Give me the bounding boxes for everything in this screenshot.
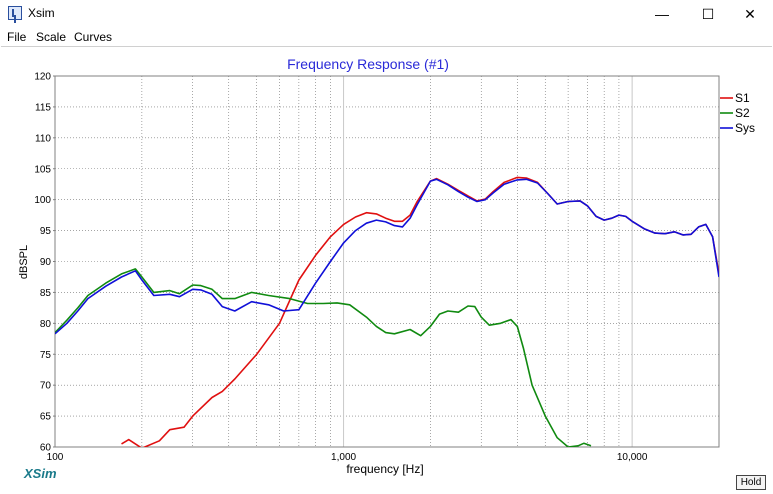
y-tick-label: 65 bbox=[40, 412, 52, 423]
x-tick-label: 1,000 bbox=[331, 452, 356, 463]
legend-label-s1: S1 bbox=[735, 91, 750, 105]
menu-curves[interactable]: Curves bbox=[74, 30, 113, 44]
window-title: Xsim bbox=[28, 6, 55, 20]
legend-label-s2: S2 bbox=[735, 106, 750, 120]
chart-title: Frequency Response (#1) bbox=[287, 56, 449, 72]
menu-scale[interactable]: Scale bbox=[36, 30, 67, 44]
maximize-button[interactable]: ☐ bbox=[701, 5, 715, 22]
y-tick-label: 70 bbox=[40, 381, 52, 392]
x-tick-label: 100 bbox=[47, 452, 64, 463]
x-tick-label: 10,000 bbox=[617, 452, 648, 463]
menu-file[interactable]: File bbox=[7, 30, 27, 44]
close-button[interactable]: ✕ bbox=[744, 5, 756, 22]
y-axis-label: dBSPL bbox=[18, 245, 30, 279]
x-axis-label: frequency [Hz] bbox=[346, 462, 423, 476]
y-tick-label: 105 bbox=[34, 164, 51, 175]
title-bar: Xsim — ☐ ✕ bbox=[0, 0, 773, 28]
y-tick-label: 85 bbox=[40, 288, 52, 299]
series-line-sys bbox=[55, 178, 719, 335]
series-lines bbox=[55, 176, 719, 447]
series-line-s2 bbox=[55, 268, 592, 447]
y-tick-label: 95 bbox=[40, 226, 52, 237]
y-tick-label: 60 bbox=[40, 443, 52, 454]
y-tick-label: 115 bbox=[35, 102, 51, 113]
grid bbox=[55, 76, 719, 447]
y-tick-label: 90 bbox=[40, 257, 52, 268]
series-line-s1 bbox=[121, 176, 719, 447]
y-tick-label: 110 bbox=[35, 133, 51, 144]
legend-label-sys: Sys bbox=[735, 121, 755, 135]
plot-area-frame bbox=[1, 46, 772, 493]
axis-labels: 60 65 70 75 80 85 90 95 100 105 110 115 120 100 1,000 1… bbox=[34, 72, 648, 464]
minimize-button[interactable]: — bbox=[655, 6, 669, 22]
menu-bar: File Scale Curves bbox=[0, 28, 773, 46]
y-tick-label: 100 bbox=[34, 195, 51, 206]
y-tick-label: 80 bbox=[40, 319, 52, 330]
hold-button[interactable]: Hold bbox=[736, 475, 766, 490]
y-tick-label: 75 bbox=[40, 350, 52, 361]
xsim-brand-logo: XSim bbox=[24, 466, 57, 481]
y-tick-label: 120 bbox=[34, 72, 51, 83]
xsim-app-icon bbox=[8, 6, 22, 20]
